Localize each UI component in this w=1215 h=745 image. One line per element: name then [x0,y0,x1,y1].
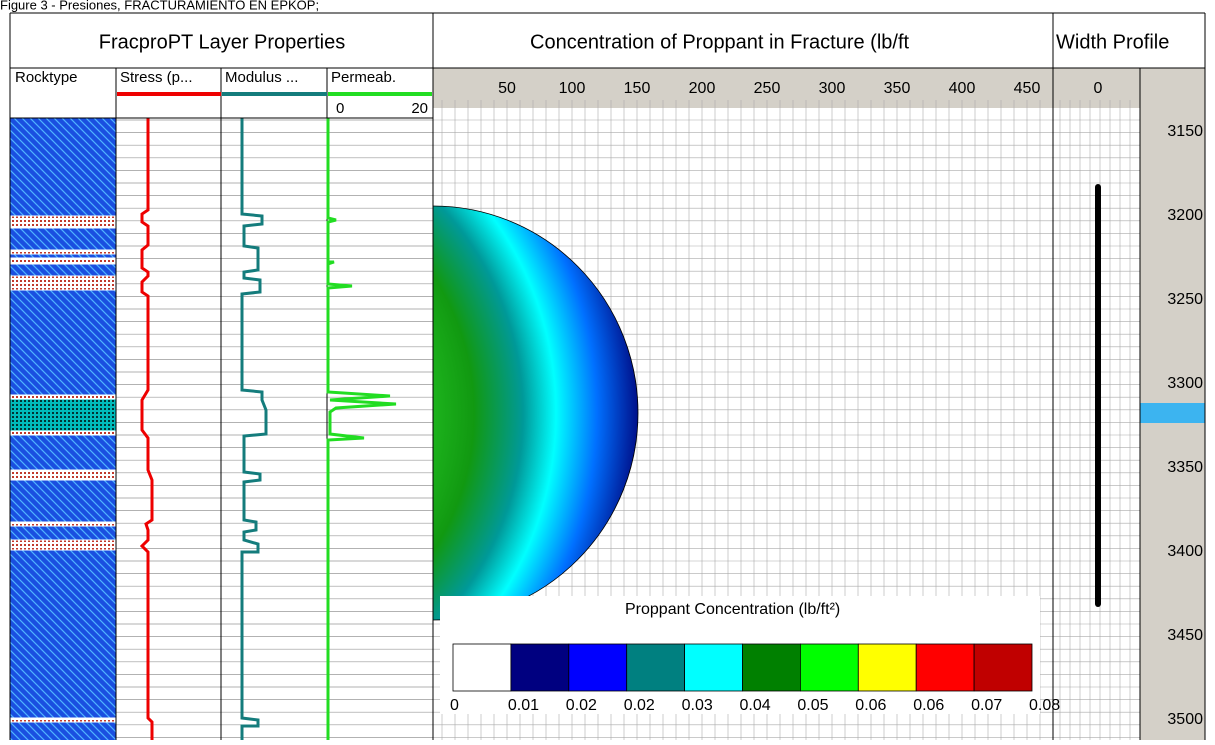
fracture [433,205,639,621]
proppant-fracture [433,205,639,621]
colorbar-label: 0 [450,697,459,714]
colorbar-swatch [800,643,859,692]
perm-tick: 20 [411,100,428,117]
colorbar-swatch [742,643,801,692]
colorbar-label: 0.04 [740,697,771,714]
colorbar-label: 0.02 [566,697,597,714]
title-cover [1206,14,1215,68]
x-tick-label: 400 [949,80,976,97]
depth-tick-label: 3350 [1167,459,1203,476]
rock-layer [9,257,117,265]
colorbar-swatch [684,643,743,692]
rock-layer [9,215,117,229]
x-tick-label: 300 [819,80,846,97]
rock-layer [9,394,117,436]
panel-title: Concentration of Proppant in Fracture (l… [530,31,910,53]
perforation [1140,403,1205,423]
depth-tick-label: 3150 [1167,123,1203,140]
colorbar-label: 0.03 [682,697,713,714]
panel-title: FracproPT Layer Properties [99,31,345,53]
colorbar-swatch [510,643,570,692]
colorbar-label: 0.07 [971,697,1002,714]
perm-tick: 0 [336,100,344,117]
colorbar-title: Proppant Concentration (lb/ft²) [625,601,840,618]
colorbar-swatch [452,643,512,692]
x-tick-label: 100 [559,80,586,97]
column-header: Stress (p... [120,69,193,86]
rock-layer [9,539,117,551]
modulus-curve [240,118,268,740]
depth-tick-label: 3250 [1167,291,1203,308]
colorbar-swatch [857,643,917,692]
x-tick-label: 0 [1094,80,1103,97]
x-tick-label: 350 [884,80,911,97]
stress-curve [139,118,154,740]
colorbar-label: 0.08 [1029,697,1060,714]
caption: Figure 3 - Presiones, FRACTURAMIENTO EN … [0,0,319,12]
depth-tick-label: 3200 [1167,207,1203,224]
panel-title: Width Profile [1056,31,1169,53]
rock-layer [9,469,117,481]
rock-layer [9,249,117,255]
depth-tick-label: 3300 [1167,375,1203,392]
x-axis-band [1053,68,1140,108]
column-header: Modulus ... [225,69,298,86]
x-tick-label: 200 [689,80,716,97]
column-header: Permeab. [331,69,396,86]
perm-curve [326,118,397,740]
colorbar-label: 0.06 [913,697,944,714]
colorbar-swatch [626,643,686,692]
depth-tick-label: 3400 [1167,543,1203,560]
rock-layer [9,521,117,527]
colorbar-label: 0.01 [508,697,539,714]
colorbar-label: 0.06 [855,697,886,714]
x-tick-label: 250 [754,80,781,97]
depth-tick-label: 3450 [1167,627,1203,644]
colorbar-swatch [568,643,628,692]
colorbar-swatch [915,643,975,692]
x-tick-label: 50 [498,80,516,97]
x-tick-label: 450 [1014,80,1041,97]
x-tick-label: 150 [624,80,651,97]
rock-layer [9,430,117,436]
colorbar-label: 0.02 [624,697,655,714]
rock-layer [9,394,117,400]
rock-layer [9,275,117,291]
colorbar-label: 0.05 [797,697,828,714]
depth-tick-label: 3500 [1167,711,1203,728]
x-axis-band [433,68,1053,108]
colorbar-swatch [973,643,1033,692]
column-header: Rocktype [15,69,78,86]
rock-layer [9,717,117,723]
